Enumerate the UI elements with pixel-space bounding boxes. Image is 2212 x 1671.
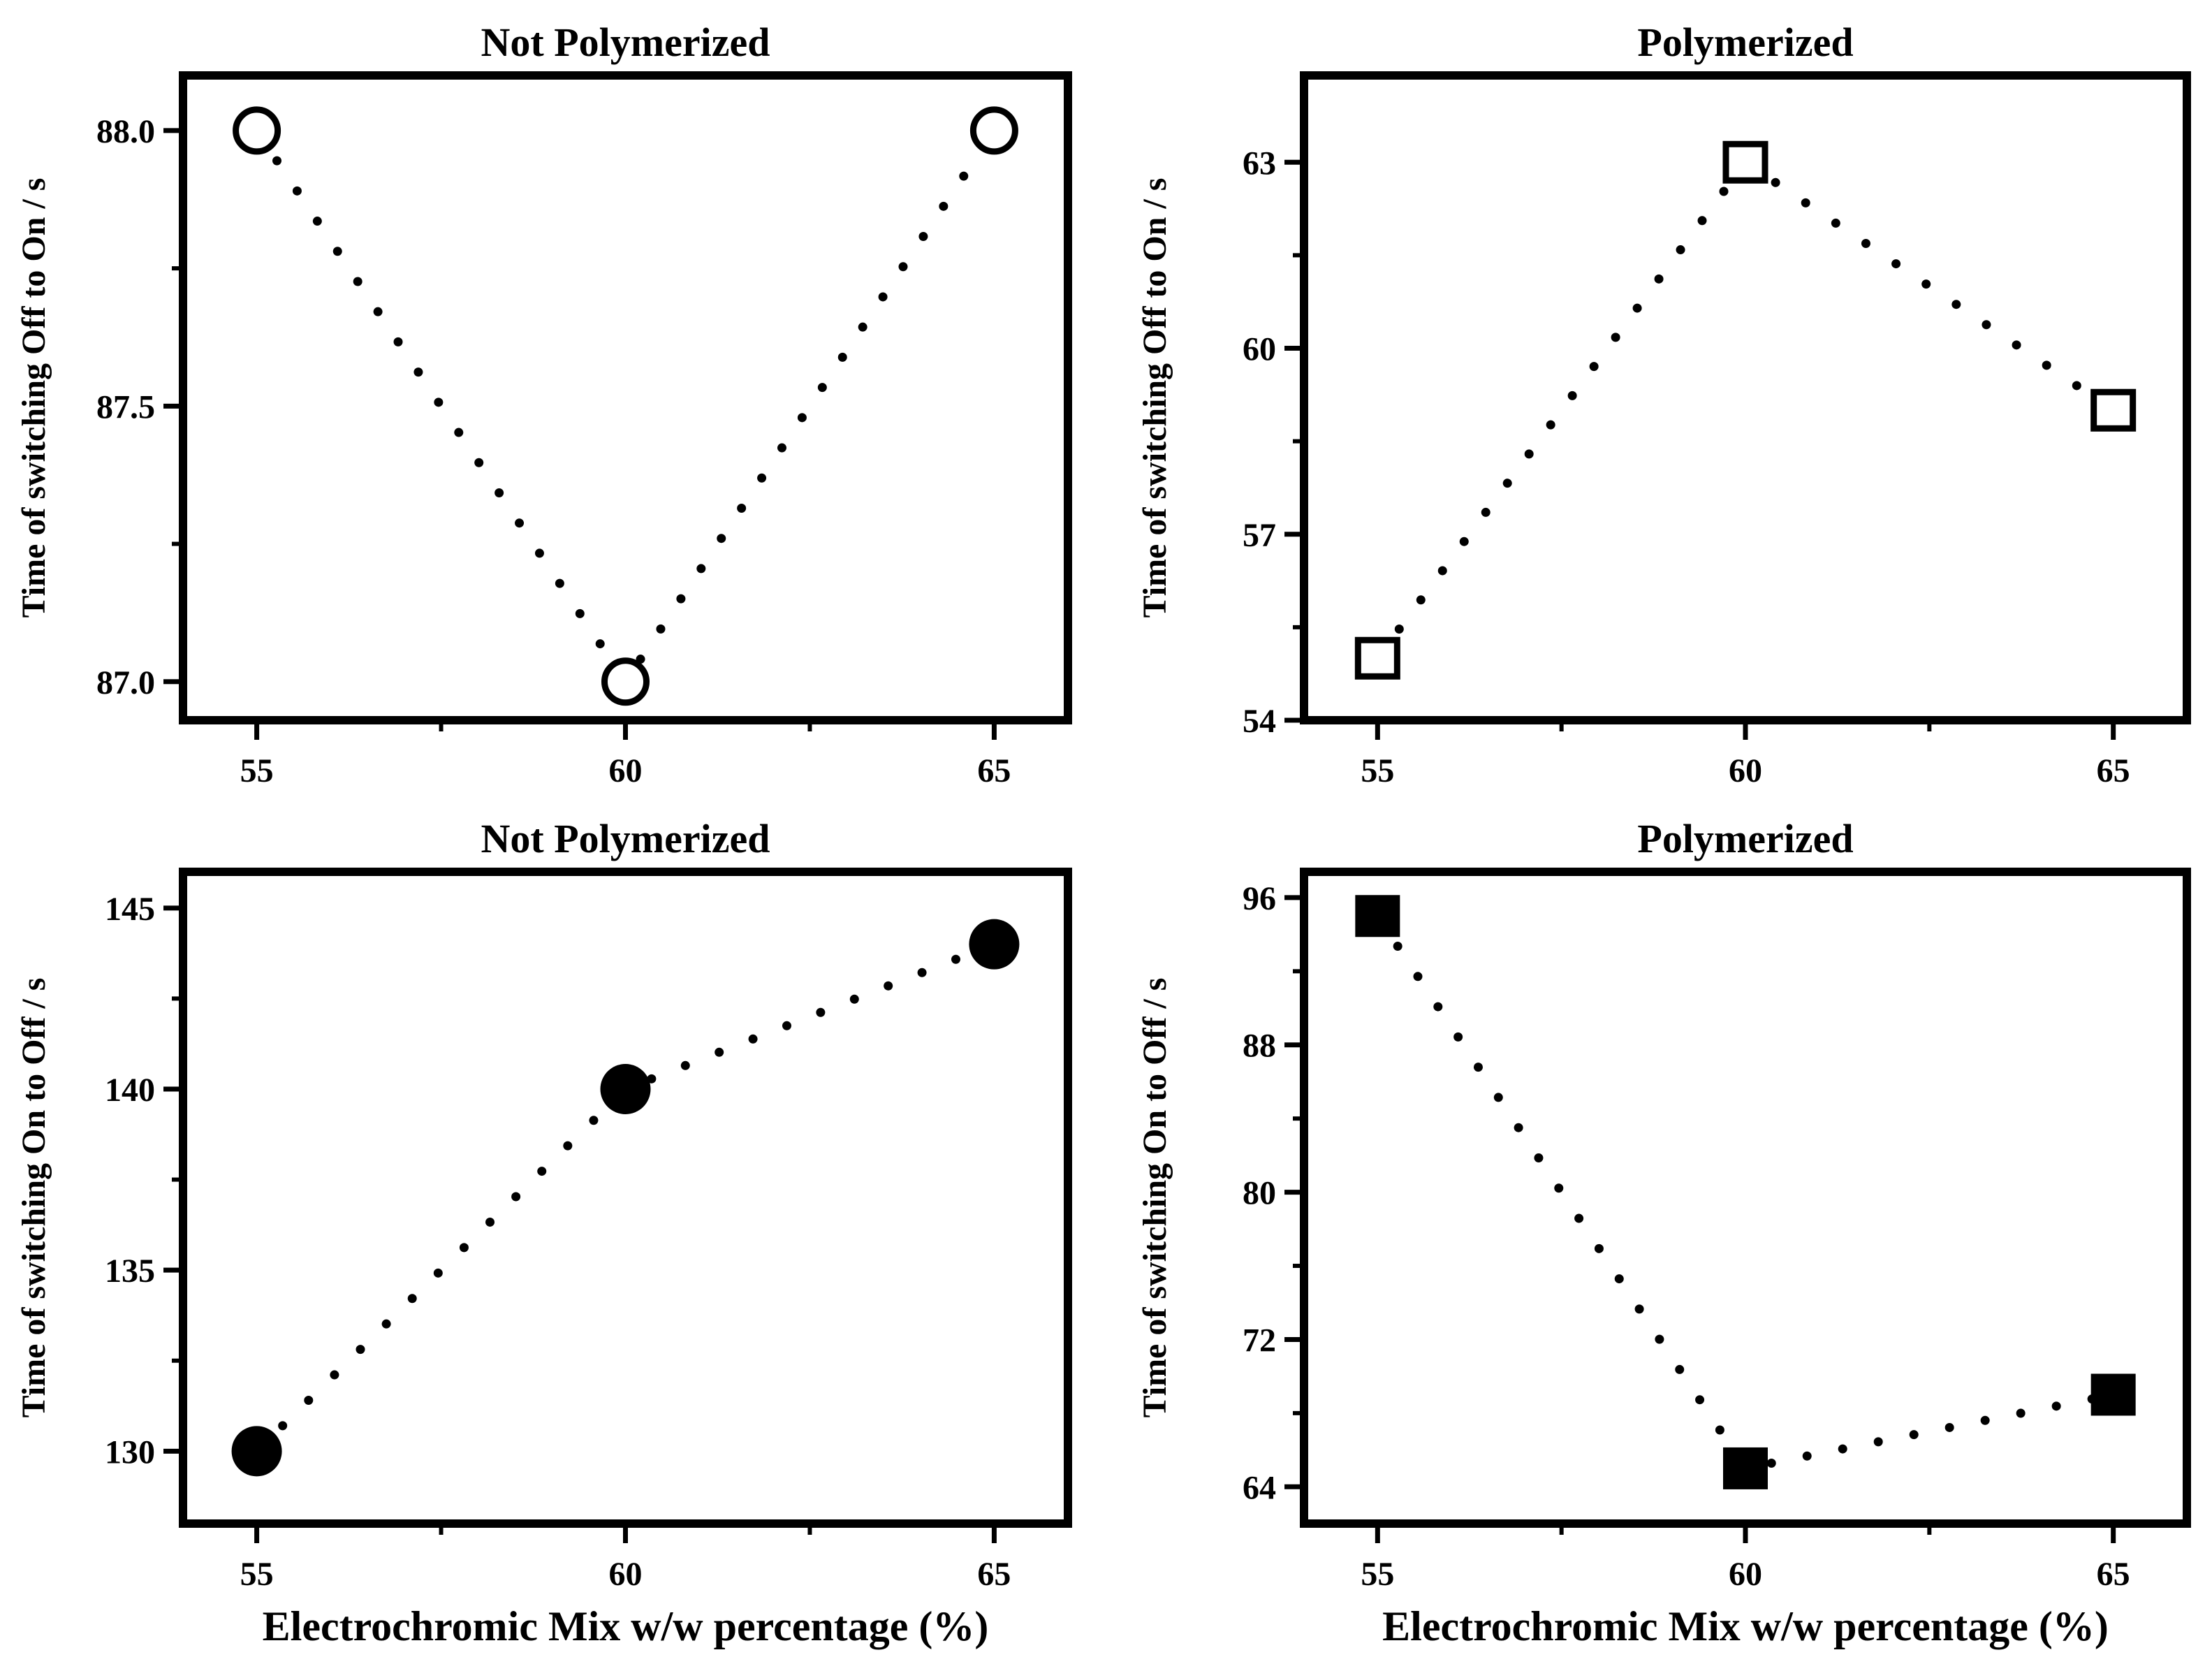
x-tick-label: 55 xyxy=(240,752,274,789)
x-tick-label: 55 xyxy=(1361,752,1394,789)
x-tick-label: 55 xyxy=(1361,1556,1394,1593)
x-tick-label: 65 xyxy=(2097,1556,2130,1593)
y-tick-label: 63 xyxy=(1243,145,1276,182)
x-tick-label: 60 xyxy=(609,752,643,789)
chart-panel-2: Polymerized 54 57 60 63 55 60 65 Time of switchi… xyxy=(1136,20,2191,789)
data-point xyxy=(600,1064,651,1114)
x-tick-label: 60 xyxy=(609,1556,643,1593)
y-tick-label: 96 xyxy=(1243,880,1276,917)
y-axis-label: Time of switching Off to On / s xyxy=(15,178,52,618)
data-point xyxy=(601,657,650,706)
y-axis-label: Time of switching On to Off / s xyxy=(15,978,52,1418)
chart-title: Polymerized xyxy=(1637,20,1853,65)
chart-title: Not Polymerized xyxy=(481,20,770,65)
x-axis-label: Electrochromic Mix w/w percentage (%) xyxy=(263,1603,989,1649)
chart-title: Polymerized xyxy=(1637,816,1853,861)
data-point xyxy=(969,919,1020,970)
y-tick-label: 88 xyxy=(1243,1028,1276,1065)
y-tick-label: 72 xyxy=(1243,1322,1276,1359)
y-tick-label: 60 xyxy=(1243,331,1276,368)
plot-frame xyxy=(179,71,1072,724)
y-tick-label: 87.5 xyxy=(96,388,155,425)
chart-panel-3: Not Polymerized 130 135 140 145 55 60 65 Time of… xyxy=(15,816,1072,1649)
series-line xyxy=(252,940,999,1456)
x-tick-label: 65 xyxy=(977,752,1011,789)
y-tick-label: 80 xyxy=(1243,1175,1276,1212)
chart-panel-4: Polymerized 64 72 80 88 96 55 60 65 Time of switc… xyxy=(1136,816,2191,1649)
data-point xyxy=(2090,1373,2136,1416)
y-tick-label: 140 xyxy=(105,1072,155,1109)
x-tick-label: 60 xyxy=(1729,752,1762,789)
data-point xyxy=(1354,636,1400,680)
data-point xyxy=(1723,1447,1768,1489)
y-tick-label: 87.0 xyxy=(96,664,155,701)
y-tick-label: 64 xyxy=(1243,1469,1276,1506)
y-tick-label: 145 xyxy=(105,891,155,928)
series-line xyxy=(1372,911,2118,1474)
data-point xyxy=(233,106,281,155)
x-axis-label: Electrochromic Mix w/w percentage (%) xyxy=(1382,1603,2109,1649)
chart-title: Not Polymerized xyxy=(481,816,770,861)
y-tick-label: 135 xyxy=(105,1253,155,1290)
plot-frame xyxy=(179,868,1072,1528)
series-line xyxy=(1372,156,2118,663)
y-axis-label: Time of switching On to Off / s xyxy=(1136,978,1173,1418)
x-tick-label: 65 xyxy=(2097,752,2130,789)
data-point xyxy=(2090,388,2137,432)
x-tick-label: 55 xyxy=(240,1556,274,1593)
plot-frame xyxy=(1300,868,2191,1528)
data-point xyxy=(1722,140,1768,184)
y-axis-label: Time of switching Off to On / s xyxy=(1136,178,1173,618)
data-point xyxy=(1355,895,1400,937)
chart-panel-1: Not Polymerized 87.0 87.5 88.0 55 60 65 Time of… xyxy=(15,20,1072,789)
x-tick-label: 60 xyxy=(1729,1556,1762,1593)
y-tick-label: 88.0 xyxy=(96,113,155,150)
y-tick-label: 130 xyxy=(105,1433,155,1471)
y-tick-label: 57 xyxy=(1243,517,1276,554)
y-tick-label: 54 xyxy=(1243,703,1276,740)
data-point xyxy=(231,1426,282,1477)
x-tick-label: 65 xyxy=(977,1556,1011,1593)
series-line xyxy=(252,126,999,690)
data-point xyxy=(969,106,1018,155)
